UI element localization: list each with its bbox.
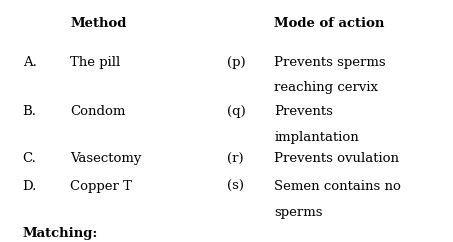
Text: A.: A.	[23, 56, 37, 69]
Text: (r): (r)	[226, 152, 243, 166]
Text: (p): (p)	[226, 56, 245, 69]
Text: Semen contains no: Semen contains no	[274, 180, 401, 193]
Text: Prevents: Prevents	[274, 105, 333, 118]
Text: Prevents ovulation: Prevents ovulation	[274, 152, 399, 166]
Text: Prevents sperms: Prevents sperms	[274, 56, 386, 69]
Text: (s): (s)	[226, 180, 244, 193]
Text: sperms: sperms	[274, 206, 323, 219]
Text: Vasectomy: Vasectomy	[70, 152, 142, 166]
Text: Copper T: Copper T	[70, 180, 132, 193]
Text: C.: C.	[23, 152, 37, 166]
Text: B.: B.	[23, 105, 37, 118]
Text: (q): (q)	[226, 105, 245, 118]
Text: Condom: Condom	[70, 105, 125, 118]
Text: Matching:: Matching:	[23, 227, 98, 241]
Text: Mode of action: Mode of action	[274, 17, 385, 30]
Text: implantation: implantation	[274, 131, 359, 144]
Text: D.: D.	[23, 180, 37, 193]
Text: reaching cervix: reaching cervix	[274, 81, 378, 94]
Text: Method: Method	[70, 17, 126, 30]
Text: The pill: The pill	[70, 56, 120, 69]
